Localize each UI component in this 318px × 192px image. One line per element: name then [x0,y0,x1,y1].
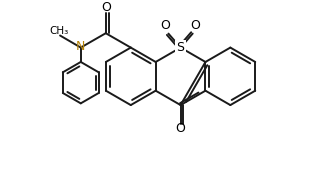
Text: S: S [176,41,184,54]
Text: O: O [101,1,111,14]
Text: O: O [161,19,170,32]
Text: O: O [190,19,200,32]
Text: O: O [176,122,185,135]
Text: N: N [76,40,86,53]
Text: CH₃: CH₃ [49,26,68,36]
